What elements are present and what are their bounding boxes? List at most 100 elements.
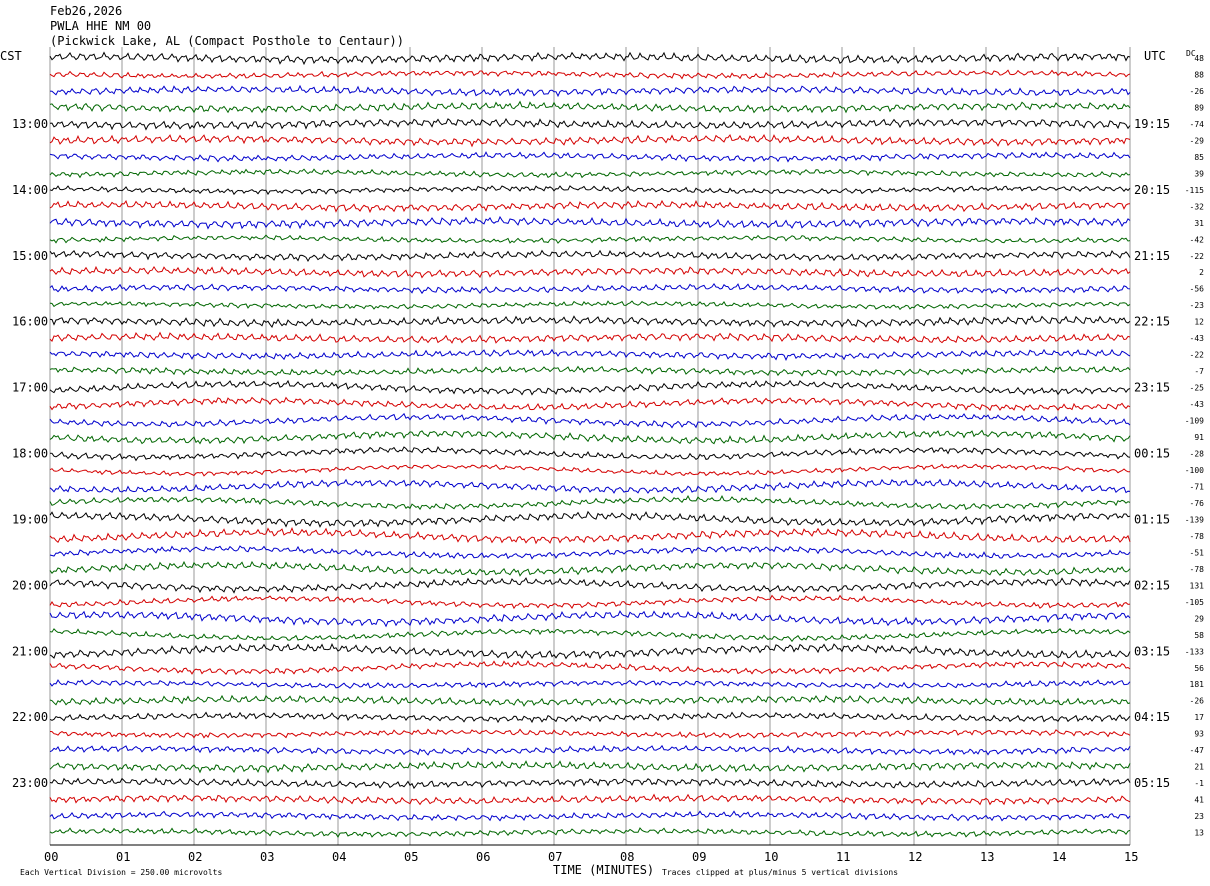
dc-offset-label: 131 <box>1190 581 1205 590</box>
dc-offset-label: 2 <box>1199 268 1204 277</box>
x-tick-label: 14 <box>1052 850 1066 864</box>
dc-offset-label: -43 <box>1190 400 1205 409</box>
trace-line <box>49 659 1131 676</box>
dc-offset-label: 85 <box>1194 153 1204 162</box>
trace-line <box>49 744 1131 756</box>
x-tick-label: 10 <box>764 850 778 864</box>
trace-line <box>49 412 1131 429</box>
header-location: (Pickwick Lake, AL (Compact Posthole to … <box>50 34 405 48</box>
right-hour-label: 04:15 <box>1134 710 1170 724</box>
trace-line <box>49 331 1131 344</box>
dc-offset-label: 31 <box>1194 219 1204 228</box>
trace-line <box>49 265 1131 279</box>
trace-line <box>49 215 1131 230</box>
seismic-traces <box>49 51 1131 839</box>
trace-line <box>49 445 1131 462</box>
trace-line <box>49 463 1131 477</box>
trace-line <box>49 594 1131 610</box>
trace-line <box>49 396 1131 412</box>
right-hour-label: 02:15 <box>1134 578 1170 592</box>
trace-line <box>49 526 1131 545</box>
left-hour-label: 18:00 <box>12 447 48 461</box>
dc-offset-label: -115 <box>1185 186 1204 195</box>
trace-line <box>49 348 1131 362</box>
dc-offset-label: -133 <box>1185 647 1204 656</box>
dc-offset-label: -22 <box>1190 252 1205 261</box>
trace-line <box>49 827 1131 839</box>
right-hour-label: 19:15 <box>1134 117 1170 131</box>
axis-labels: 00 01 02 03 04 05 06 07 08 09 10 11 12 13 14 15 13:00 14:… <box>12 54 1204 864</box>
dc-offset-label: -139 <box>1185 515 1204 524</box>
trace-line <box>49 429 1131 445</box>
dc-offset-label: 91 <box>1194 433 1204 442</box>
dc-offset-label: -25 <box>1190 384 1205 393</box>
dc-offset-label: -74 <box>1190 120 1205 129</box>
trace-line <box>49 610 1131 628</box>
trace-line <box>49 365 1131 377</box>
trace-line <box>49 510 1131 528</box>
trace-line <box>49 199 1131 214</box>
trace-line <box>49 133 1131 148</box>
x-tick-label: 04 <box>332 850 346 864</box>
trace-line <box>49 249 1131 263</box>
x-tick-label: 07 <box>548 850 562 864</box>
trace-line <box>49 577 1131 594</box>
trace-line <box>49 560 1131 577</box>
x-tick-label: 13 <box>980 850 994 864</box>
trace-line <box>49 777 1131 790</box>
dc-offset-label: -7 <box>1194 367 1204 376</box>
trace-line <box>49 694 1131 707</box>
dc-offset-label: -56 <box>1190 285 1205 294</box>
trace-line <box>49 282 1131 295</box>
trace-line <box>49 810 1131 822</box>
x-axis-title: TIME (MINUTES) <box>553 863 654 877</box>
right-hour-label: 05:15 <box>1134 776 1170 790</box>
dc-offset-label: 21 <box>1194 763 1204 772</box>
trace-line <box>49 168 1131 179</box>
trace-line <box>49 494 1131 511</box>
right-hour-label: 01:15 <box>1134 512 1170 526</box>
dc-offset-label: -1 <box>1194 779 1204 788</box>
dc-offset-label: 56 <box>1194 664 1204 673</box>
trace-line <box>49 728 1131 739</box>
dc-offset-label: -76 <box>1190 499 1205 508</box>
trace-line <box>49 711 1131 724</box>
dc-offset-label: 58 <box>1194 631 1204 640</box>
right-hour-label: 03:15 <box>1134 644 1170 658</box>
right-hour-label: 20:15 <box>1134 183 1170 197</box>
trace-line <box>49 300 1131 311</box>
trace-line <box>49 315 1131 329</box>
dc-offset-label: -71 <box>1190 482 1205 491</box>
left-hour-label: 20:00 <box>12 578 48 592</box>
trace-line <box>49 117 1131 131</box>
dc-offset-label: -22 <box>1190 351 1205 360</box>
dc-offset-label: 89 <box>1194 103 1204 112</box>
left-hour-label: 14:00 <box>12 183 48 197</box>
dc-offset-label: -109 <box>1185 417 1204 426</box>
dc-offset-label: -32 <box>1190 202 1205 211</box>
dc-offset-label: -43 <box>1190 334 1205 343</box>
dc-offset-label: 48 <box>1194 54 1204 63</box>
dc-offset-label: 23 <box>1194 812 1204 821</box>
trace-line <box>49 185 1131 196</box>
dc-offset-label: 13 <box>1194 829 1204 838</box>
dc-offset-label: -26 <box>1190 87 1205 96</box>
left-hour-label: 16:00 <box>12 315 48 329</box>
dc-header: DC <box>1186 49 1196 58</box>
dc-offset-label: -28 <box>1190 450 1205 459</box>
minute-gridlines <box>49 47 1131 846</box>
dc-offset-label: -29 <box>1190 136 1205 145</box>
trace-line <box>49 100 1131 114</box>
trace-line <box>49 642 1131 660</box>
x-tick-label: 08 <box>620 850 634 864</box>
dc-offset-label: 88 <box>1194 70 1204 79</box>
left-hour-label: 15:00 <box>12 249 48 263</box>
trace-line <box>49 760 1131 774</box>
dc-offset-label: 12 <box>1194 318 1204 327</box>
dc-offset-label: 39 <box>1194 169 1204 178</box>
left-hour-label: 19:00 <box>12 512 48 526</box>
scale-note: Each Vertical Division = 250.00 microvol… <box>20 868 222 877</box>
trace-line <box>49 379 1131 396</box>
left-hour-label: 13:00 <box>12 117 48 131</box>
x-tick-label: 09 <box>692 850 706 864</box>
